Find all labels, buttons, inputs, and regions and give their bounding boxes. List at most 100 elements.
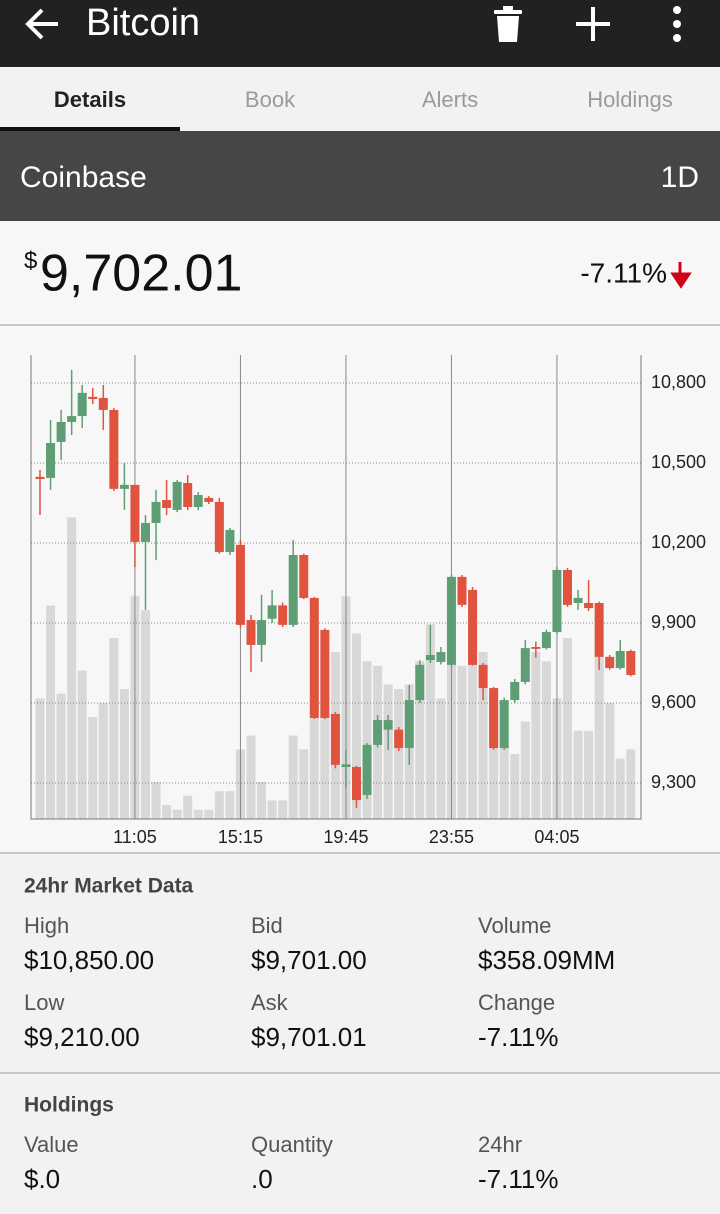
volume-bar	[98, 703, 108, 819]
candle-body	[531, 647, 541, 649]
down-arrow	[670, 262, 692, 289]
candle-body	[541, 632, 551, 649]
candle-body	[594, 603, 604, 657]
currency-symbol: $	[24, 247, 37, 274]
candle-body	[626, 651, 636, 675]
section-title: 24hr Market Data	[24, 875, 194, 898]
candle-body	[563, 569, 572, 605]
candle-body	[288, 555, 298, 625]
volume-bar	[352, 633, 361, 819]
x-tick-label: 11:05	[113, 827, 157, 847]
field-label: Change	[478, 990, 555, 1015]
volume-bar	[436, 698, 446, 819]
delete-button[interactable]	[494, 6, 522, 42]
candle-body	[98, 397, 108, 410]
candle-body	[257, 620, 267, 645]
candlestick-chart: 9,300 9,600 9,900 10,200 10,500 10,800 11:05 15…	[30, 355, 706, 847]
candle-body	[425, 655, 435, 661]
y-tick-label: 10,200	[651, 532, 706, 552]
y-tick-label: 10,500	[651, 452, 706, 472]
volume-bar	[162, 805, 172, 819]
y-tick-label: 9,600	[651, 692, 696, 712]
field-value: $9,210.00	[24, 1022, 140, 1052]
candle-body	[172, 481, 182, 510]
dot	[673, 20, 681, 28]
app-title: Bitcoin	[86, 2, 200, 44]
range-selector[interactable]: 1D	[661, 161, 699, 194]
exchange-name: Coinbase	[20, 161, 147, 194]
volume-bar	[489, 698, 499, 819]
volume-bar	[520, 721, 530, 819]
candle-body	[183, 483, 193, 507]
plot-frame	[30, 355, 642, 820]
volume-bar	[510, 754, 520, 819]
candle-body	[383, 720, 393, 730]
candle-body	[204, 497, 214, 502]
candle-body	[225, 529, 235, 553]
field-value: -7.11%	[478, 1164, 558, 1194]
x-tick-label: 19:45	[323, 827, 368, 847]
candle-body	[235, 544, 245, 625]
x-tick-label: 15:15	[218, 827, 263, 847]
volume-bar	[468, 600, 478, 819]
volume-bar	[531, 651, 541, 819]
y-tick-label: 10,800	[651, 372, 706, 392]
volume-bar	[594, 656, 604, 819]
candle-body	[573, 597, 583, 603]
volume-bar	[172, 809, 182, 819]
dot	[673, 34, 681, 42]
volume-bar	[204, 809, 214, 819]
candle-body	[56, 421, 66, 442]
volume-bar	[309, 716, 319, 819]
candle-body	[299, 555, 309, 598]
dot	[673, 6, 681, 14]
candle-body	[362, 744, 372, 795]
candle-body	[119, 484, 129, 489]
tab[interactable]: Holdings	[587, 87, 673, 112]
price-change: -7.11%	[580, 257, 667, 288]
volume-bar	[267, 800, 277, 819]
candle-body	[352, 767, 361, 801]
candle-body	[109, 409, 119, 489]
market-data: 24hr Market Data High $10,850.00 Bid $9,701.…	[24, 875, 615, 1052]
back-button[interactable]	[25, 8, 58, 40]
field-label: 24hr	[478, 1132, 522, 1157]
volume-bar	[35, 698, 45, 819]
field-value: -7.11%	[478, 1022, 558, 1052]
holdings: Holdings Value $.0 Quantity .0 24hr -7.11%	[24, 1094, 558, 1194]
volume-bar	[573, 730, 583, 819]
candle-body	[552, 569, 562, 633]
candle-body	[77, 392, 87, 417]
volume-bar	[499, 744, 509, 819]
tab[interactable]: Book	[245, 87, 296, 112]
volume-bar	[77, 670, 87, 819]
candle-body	[67, 416, 77, 422]
candle-body	[320, 629, 330, 718]
candle-body	[446, 576, 456, 665]
candle-body	[436, 652, 446, 662]
candle-body	[88, 396, 98, 399]
volume-bar	[288, 735, 298, 819]
volume-bar	[362, 661, 372, 819]
field-label: Low	[24, 990, 64, 1015]
volume-bar	[109, 638, 119, 819]
candle-body	[499, 700, 509, 749]
more-button[interactable]	[673, 6, 681, 42]
candle-body	[615, 651, 625, 669]
candle-body	[373, 720, 383, 745]
trash-can	[497, 16, 519, 42]
tab[interactable]: Alerts	[422, 87, 478, 112]
volume-bar	[320, 661, 330, 819]
volume-bar	[193, 809, 203, 819]
y-tick-label: 9,900	[651, 612, 696, 632]
add-button[interactable]	[576, 7, 610, 41]
field-label: Quantity	[251, 1132, 333, 1157]
volume-bar	[478, 651, 488, 819]
volume-bar	[563, 638, 572, 819]
y-tick-label: 9,300	[651, 772, 696, 792]
volume-bar	[119, 689, 129, 819]
tab[interactable]: Details	[54, 87, 126, 112]
candle-body	[415, 664, 425, 701]
